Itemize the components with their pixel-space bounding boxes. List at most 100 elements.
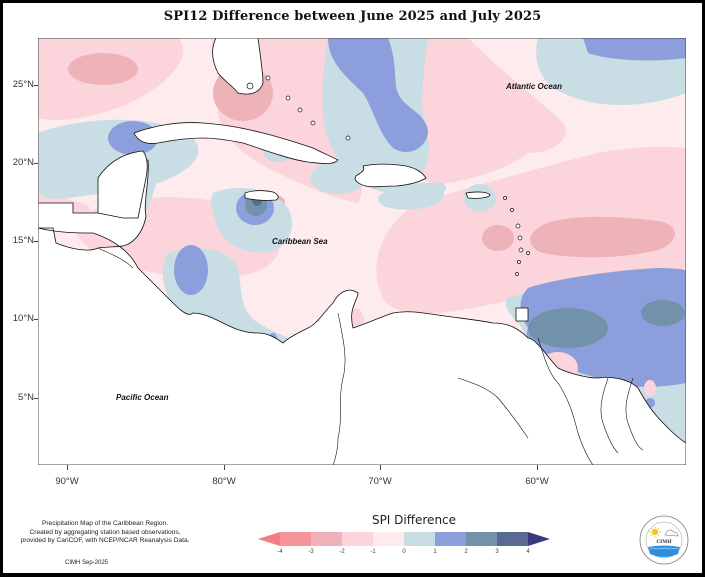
island: [345, 135, 351, 141]
yucatan: [97, 150, 148, 219]
cimh-logo: CIMH: [638, 514, 690, 566]
legend-arrow-high: [528, 532, 550, 546]
lat-tick: [34, 319, 38, 320]
legend-swatch: [466, 532, 497, 546]
border: [97, 247, 134, 269]
puerto-rico: [465, 191, 491, 199]
lon-label: 60°W: [525, 476, 549, 487]
contour-region: [288, 38, 318, 44]
island: [515, 223, 521, 229]
map-canvas: [38, 38, 686, 465]
island: [515, 272, 519, 276]
credits-text: Precipitation Map of the Caribbean Regio…: [0, 520, 210, 546]
lon-label: 80°W: [212, 476, 236, 487]
island: [517, 235, 523, 241]
label-atlantic-ocean: Atlantic Ocean: [506, 82, 563, 91]
lat-tick: [34, 241, 38, 242]
contour-region: [482, 225, 514, 251]
contour-region: [68, 53, 138, 85]
contour-region: [378, 182, 444, 210]
legend-tick-label: 4: [526, 549, 530, 555]
island: [518, 247, 524, 253]
legend-colorbar: [258, 532, 550, 546]
border: [457, 377, 529, 439]
contour-region: [328, 38, 428, 153]
contour-region: [310, 162, 366, 194]
lon-tick: [380, 465, 381, 470]
legend-swatch: [342, 532, 373, 546]
lat-label: 25°N: [12, 79, 34, 90]
legend-swatch: [435, 532, 466, 546]
lat-tick: [34, 85, 38, 86]
border: [537, 337, 594, 465]
legend-swatch: [404, 532, 435, 546]
sun-icon: [649, 526, 661, 538]
legend-tick-label: 2: [464, 549, 468, 555]
lat-label: 20°N: [12, 157, 34, 168]
contour-region: [583, 38, 686, 61]
contour-region: [641, 300, 685, 326]
hispaniola: [354, 163, 427, 188]
legend-tick-label: -3: [308, 549, 314, 555]
legend-swatch: [373, 532, 404, 546]
lat-label: 10°N: [12, 313, 34, 324]
island: [510, 208, 514, 212]
contour-region: [430, 182, 446, 194]
legend-tick-label: -1: [370, 549, 376, 555]
credits-line: provided by CariCOF, with NCEP/NCAR Rean…: [20, 537, 190, 545]
cuba: [133, 122, 339, 165]
contour-region: [644, 380, 656, 396]
legend-swatch: [497, 532, 528, 546]
contour-region: [528, 308, 608, 348]
cloud-icon: [664, 529, 679, 537]
legend-tick-label: 0: [402, 549, 406, 555]
legend-tick-label: -2: [339, 549, 345, 555]
legend-arrow-low: [258, 532, 280, 546]
contour-region: [656, 150, 686, 183]
lon-label: 70°W: [368, 476, 392, 487]
legend-swatch: [280, 532, 311, 546]
lat-tick: [34, 398, 38, 399]
credits-date: CIMH Sep-2025: [65, 560, 109, 566]
island: [517, 260, 521, 264]
lat-tick: [34, 163, 38, 164]
island: [246, 82, 254, 90]
island: [503, 196, 507, 200]
island: [310, 120, 316, 126]
legend-tick-label: 1: [433, 549, 437, 555]
contour-region: [174, 245, 208, 295]
border: [332, 312, 346, 465]
lon-tick: [224, 465, 225, 470]
lon-label: 90°W: [55, 476, 79, 487]
border: [600, 377, 619, 454]
legend-tick-label: 3: [495, 549, 499, 555]
credits-line: Created by aggregating station based obs…: [29, 528, 181, 536]
jamaica: [244, 190, 279, 201]
florida: [212, 38, 264, 95]
land: [38, 38, 686, 465]
contour-region: [376, 146, 686, 314]
lon-tick: [67, 465, 68, 470]
small-islands: [246, 75, 530, 276]
spi-difference-map: [38, 38, 686, 465]
contour-region: [530, 216, 675, 258]
legend: SPI Difference -4 -3 -2 -1 0 1 2 3 4: [258, 513, 570, 563]
wave-icon: [649, 547, 680, 550]
trinidad: [515, 307, 529, 322]
logo-text: CIMH: [657, 539, 673, 545]
label-pacific-ocean: Pacific Ocean: [116, 393, 169, 402]
island: [297, 107, 303, 113]
island: [526, 251, 530, 255]
lat-label: 15°N: [12, 235, 34, 246]
island: [285, 95, 291, 101]
legend-title: SPI Difference: [371, 513, 457, 527]
credits-line: Precipitation Map of the Caribbean Regio…: [41, 520, 169, 527]
legend-tick-label: -4: [277, 549, 283, 555]
lon-tick: [537, 465, 538, 470]
label-caribbean-sea: Caribbean Sea: [272, 237, 328, 246]
map-title: SPI12 Difference between June 2025 and J…: [163, 9, 542, 24]
legend-swatch: [311, 532, 342, 546]
island: [265, 75, 271, 81]
cimh-logo-graphic: CIMH: [639, 515, 689, 565]
border: [625, 377, 644, 451]
